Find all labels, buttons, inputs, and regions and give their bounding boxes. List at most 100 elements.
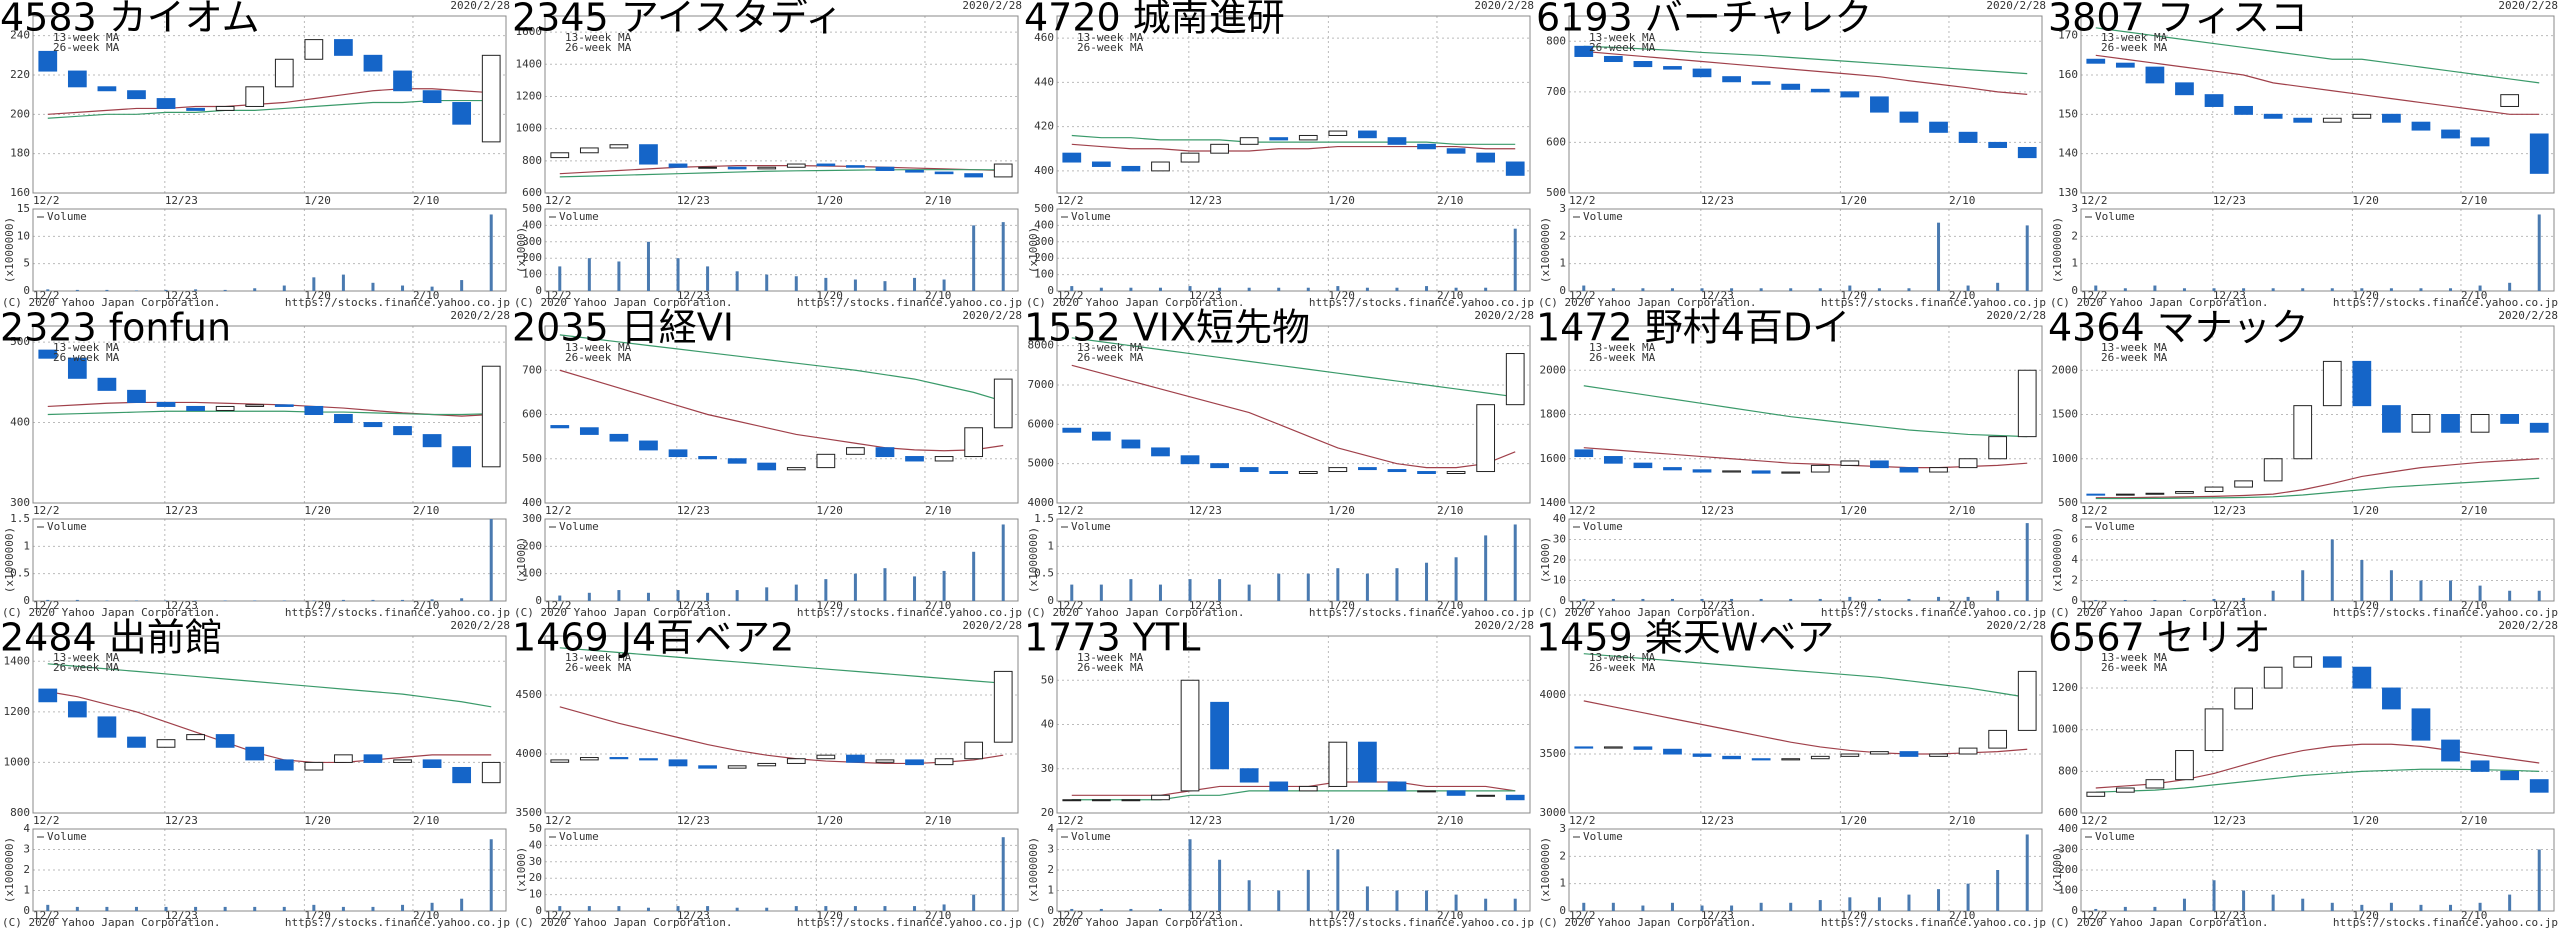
candle-body (934, 171, 954, 175)
candle-body (2411, 708, 2431, 741)
chart-title: 4583 カイオム (0, 0, 260, 40)
y-tick-label: 4000 (516, 747, 543, 760)
candle-body (2382, 405, 2401, 433)
candle-body (1298, 134, 1318, 141)
candle-body (2175, 750, 2194, 781)
candle-body (2234, 105, 2253, 115)
volume-bar (75, 906, 79, 911)
volume-frame (1568, 518, 2043, 602)
volume-bar (489, 519, 493, 601)
x-tick-label: 12/2 (1057, 599, 1084, 612)
volume-unit: (x1000000) (1027, 837, 1040, 903)
candle-body (215, 105, 235, 111)
legend-ma13: 13-week MA (1077, 341, 1144, 354)
volume-bar (1099, 287, 1103, 291)
chart-title: 4364 マナック (2048, 306, 2309, 350)
date: 2020/2/28 (962, 0, 1022, 12)
candle-body (2115, 62, 2135, 68)
volume-bar (558, 266, 562, 291)
x-tick-label: 12/23 (677, 814, 710, 827)
x-tick-label: 12/23 (165, 289, 198, 302)
y-tick-label: 3 (2071, 202, 2078, 215)
y-tick-label: 150 (2058, 107, 2078, 120)
x-tick-label: 2/10 (413, 504, 440, 517)
source-url: https://stocks.finance.yahoo.co.jp (1821, 296, 2046, 309)
x-tick-label: 12/2 (33, 909, 60, 922)
x-tick-label: 12/2 (1569, 909, 1596, 922)
y-tick-label: 0 (23, 594, 30, 607)
y-tick-label: 420 (1034, 120, 1054, 133)
y-tick-label: 400 (522, 496, 542, 509)
x-tick-label: 12/2 (1569, 599, 1596, 612)
y-tick-label: 1400 (4, 654, 31, 667)
volume-bar (1513, 228, 1517, 291)
y-tick-label: 600 (522, 186, 542, 199)
volume-label: Volume (559, 520, 599, 533)
x-tick-label: 12/23 (1189, 194, 1222, 207)
y-tick-label: 4000 (1028, 496, 1055, 509)
y-tick-label: 2 (2071, 229, 2078, 242)
candle-body (1062, 799, 1082, 802)
volume-bar (558, 906, 562, 911)
candle-body (1446, 148, 1466, 154)
y-tick-label: 1500 (2052, 408, 2079, 421)
volume-bar (1099, 584, 1103, 601)
candle-body (481, 365, 501, 468)
volume-bar (1218, 579, 1222, 601)
volume-bar (735, 590, 739, 601)
ma-line (47, 691, 492, 764)
y-tick-label: 140 (2058, 147, 2078, 160)
candle-body (2293, 656, 2313, 668)
candle-body (1417, 471, 1436, 475)
volume-bar (1907, 894, 1911, 911)
candle-body (127, 736, 146, 748)
candle-body (2234, 687, 2253, 710)
x-tick-label: 2/10 (1437, 599, 1464, 612)
y-tick-label: 8 (2071, 512, 2078, 525)
stock-chart: 60080010001200010020030040012/212/212/23… (2048, 616, 2558, 930)
y-tick-label: 0 (535, 594, 542, 607)
candle-body (1840, 753, 1860, 757)
x-tick-label: 1/20 (816, 289, 843, 302)
volume-label: Volume (1583, 210, 1623, 223)
volume-bar (587, 906, 591, 911)
volume-bar (1070, 286, 1074, 291)
candle-body (609, 144, 629, 149)
y-tick-label: 220 (10, 68, 30, 81)
y-tick-label: 0 (1559, 594, 1566, 607)
candle-body (875, 166, 895, 171)
candle-body (363, 54, 383, 72)
stock-chart: 30040050000.511.512/212/212/2312/231/201… (0, 306, 510, 620)
candle-body (1476, 152, 1496, 163)
x-tick-label: 1/20 (1328, 504, 1355, 517)
ma-line (559, 165, 1004, 175)
x-tick-label: 12/2 (545, 814, 572, 827)
volume-bar (1070, 908, 1074, 911)
candle-body (1840, 91, 1860, 98)
candle-body (1810, 755, 1830, 760)
ma-line (1071, 364, 1516, 469)
candle-body (1505, 794, 1525, 801)
ma-line (2095, 54, 2540, 115)
volume-label: Volume (2095, 210, 2135, 223)
volume-label: Volume (1071, 210, 1111, 223)
date: 2020/2/28 (2498, 0, 2558, 12)
x-tick-label: 2/10 (413, 289, 440, 302)
volume-bar (942, 570, 946, 601)
x-tick-label: 1/20 (1840, 194, 1867, 207)
volume-bar (223, 600, 227, 601)
candle-body (363, 422, 383, 428)
volume-bar (105, 906, 109, 911)
candle-body (274, 404, 294, 407)
candle-body (1358, 741, 1377, 783)
volume-bar (1306, 287, 1310, 291)
x-tick-label: 12/23 (1189, 814, 1222, 827)
stock-chart: 16018020022024005101512/212/212/2312/231… (0, 0, 510, 309)
x-tick-label: 12/2 (33, 599, 60, 612)
volume-frame (544, 208, 1019, 292)
candle-body (668, 449, 688, 458)
chart-title: 6567 セリオ (2048, 616, 2271, 660)
candle-body (1663, 748, 1682, 755)
candle-body (786, 758, 806, 764)
